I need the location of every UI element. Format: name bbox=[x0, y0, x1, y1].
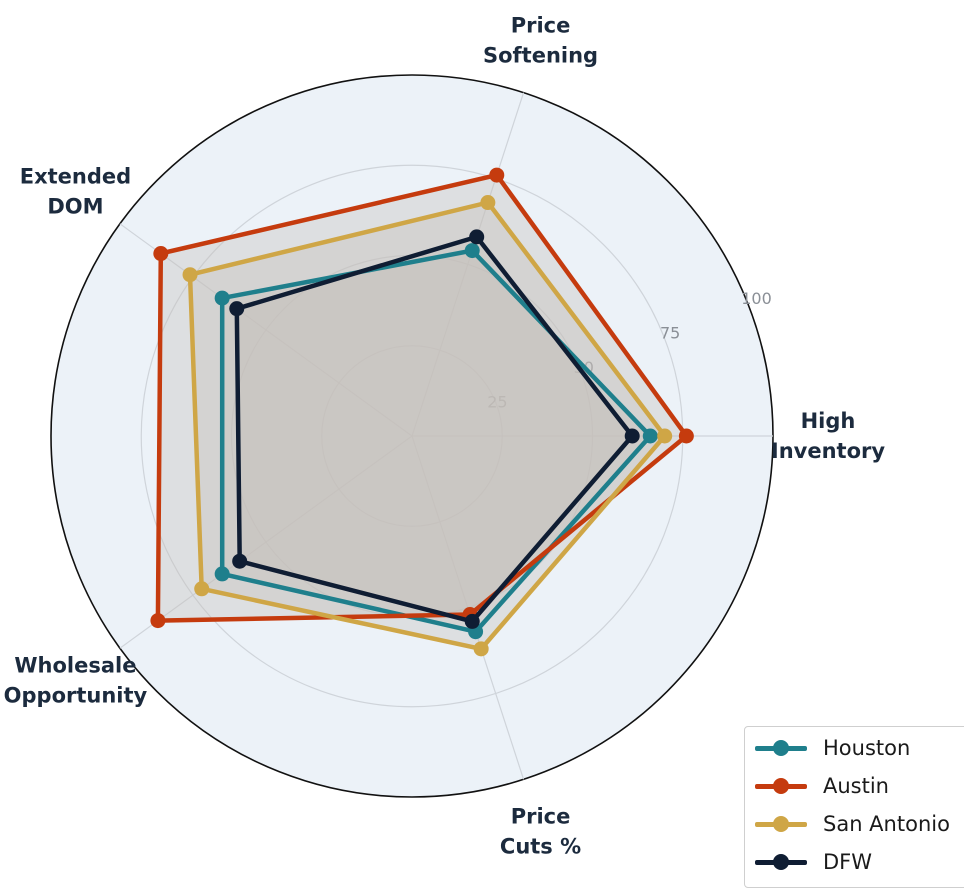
legend-label: San Antonio bbox=[823, 812, 950, 836]
point-houston-extended-dom bbox=[214, 290, 230, 306]
axis-label-price-softening: Price Softening bbox=[483, 13, 598, 67]
legend-item-austin: Austin bbox=[755, 771, 889, 801]
legend-label: Austin bbox=[823, 774, 889, 798]
legend: Houston Austin San Antonio DFW bbox=[744, 726, 964, 888]
tick-label-100: 100 bbox=[741, 289, 772, 308]
series-line-houston bbox=[219, 248, 653, 634]
legend-item-houston: Houston bbox=[755, 733, 910, 763]
point-san-antonio-high-inventory bbox=[657, 428, 673, 444]
legend-swatch-houston bbox=[755, 733, 807, 763]
legend-label: Houston bbox=[823, 736, 911, 760]
point-san-antonio-wholesale-opportunity bbox=[194, 581, 210, 597]
point-houston-high-inventory bbox=[642, 428, 658, 444]
legend-swatch-austin bbox=[755, 771, 807, 801]
tick-label-75: 75 bbox=[660, 323, 680, 342]
legend-item-dfw: DFW bbox=[755, 847, 872, 877]
legend-swatch-san-antonio bbox=[755, 809, 807, 839]
series-line-dfw bbox=[234, 234, 635, 624]
point-san-antonio-price-cuts bbox=[473, 641, 489, 657]
point-san-antonio-price-softening bbox=[480, 195, 496, 211]
legend-swatch-dfw bbox=[755, 847, 807, 877]
axis-label-wholesale-opportunity: Wholesale Opportunity bbox=[4, 654, 148, 708]
point-houston-price-softening bbox=[464, 243, 480, 259]
spoke-wholesale-opportunity bbox=[119, 435, 413, 649]
radar-series bbox=[150, 167, 694, 657]
legend-item-san-antonio: San Antonio bbox=[755, 809, 950, 839]
point-austin-high-inventory bbox=[678, 428, 694, 444]
axis-label-high-inventory: High Inventory bbox=[771, 409, 885, 463]
point-austin-extended-dom bbox=[153, 246, 169, 262]
tick-label-25: 25 bbox=[487, 392, 507, 411]
point-houston-wholesale-opportunity bbox=[214, 566, 230, 582]
point-austin-price-softening bbox=[489, 167, 505, 183]
spoke-extended-dom bbox=[119, 223, 413, 437]
point-dfw-wholesale-opportunity bbox=[232, 553, 248, 569]
series-fill-dfw bbox=[236, 236, 633, 622]
legend-label: DFW bbox=[823, 850, 873, 874]
point-dfw-price-cuts bbox=[464, 613, 480, 629]
point-dfw-extended-dom bbox=[229, 301, 245, 317]
spoke-price-softening bbox=[411, 92, 525, 437]
point-san-antonio-extended-dom bbox=[182, 267, 198, 283]
axis-label-price-cuts: Price Cuts % bbox=[500, 805, 581, 859]
radar-axis-labels: High Inventory Price Softening Extended DOM Wh… bbox=[4, 13, 886, 858]
point-dfw-price-softening bbox=[469, 229, 485, 245]
axis-label-extended-dom: Extended DOM bbox=[20, 164, 131, 218]
series-line-san-antonio bbox=[187, 200, 667, 652]
point-dfw-high-inventory bbox=[624, 428, 640, 444]
point-austin-wholesale-opportunity bbox=[150, 613, 166, 629]
